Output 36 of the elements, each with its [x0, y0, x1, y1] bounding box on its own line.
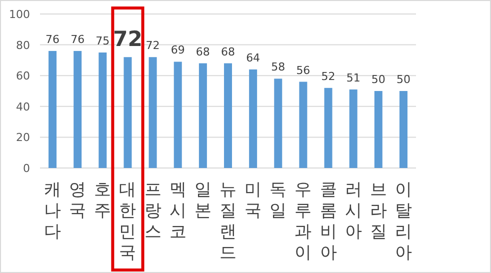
x-tick-label: 영국 — [69, 180, 86, 221]
x-tick-label: 프랑스 — [144, 180, 162, 242]
data-label: 50 — [371, 73, 386, 86]
data-label: 72 — [113, 27, 142, 52]
x-tick-label: 이탈리아 — [394, 180, 412, 263]
data-label: 51 — [346, 71, 360, 84]
data-label: 50 — [396, 73, 410, 86]
x-tick-label: 독일 — [270, 180, 287, 221]
y-tick-label: 60 — [16, 70, 30, 83]
x-tick-label: 대한민국 — [119, 180, 136, 263]
y-tick-label: 20 — [16, 131, 30, 144]
x-tick-label: 브라질 — [370, 180, 387, 242]
data-label: 76 — [70, 32, 85, 46]
data-label: 69 — [170, 44, 185, 57]
data-label: 64 — [246, 51, 260, 64]
x-tick-label: 미국 — [244, 180, 262, 221]
y-tick-label: 0 — [23, 162, 30, 175]
x-tick-label: 우루과이 — [294, 180, 312, 263]
x-tick-label: 러시아 — [344, 180, 362, 242]
y-tick-label: 40 — [16, 100, 30, 114]
y-tick-label: 80 — [16, 38, 30, 52]
data-label: 76 — [46, 32, 60, 46]
x-tick-label: 뉴질랜드 — [220, 180, 236, 263]
data-label: 72 — [146, 39, 160, 52]
data-label: 68 — [196, 45, 210, 58]
x-tick-label: 멕시코 — [169, 180, 186, 242]
data-label: 58 — [271, 60, 286, 74]
data-label: 68 — [221, 45, 235, 58]
x-tick-label: 호주 — [94, 180, 112, 221]
x-tick-label: 콜롬비아 — [320, 180, 337, 263]
data-label: 56 — [296, 64, 310, 77]
x-tick-label: 캐나다 — [44, 180, 62, 242]
x-tick-label: 일본 — [194, 180, 212, 221]
data-label: 52 — [321, 70, 336, 83]
data-label: 75 — [96, 34, 110, 48]
y-tick-label: 100 — [9, 8, 30, 21]
